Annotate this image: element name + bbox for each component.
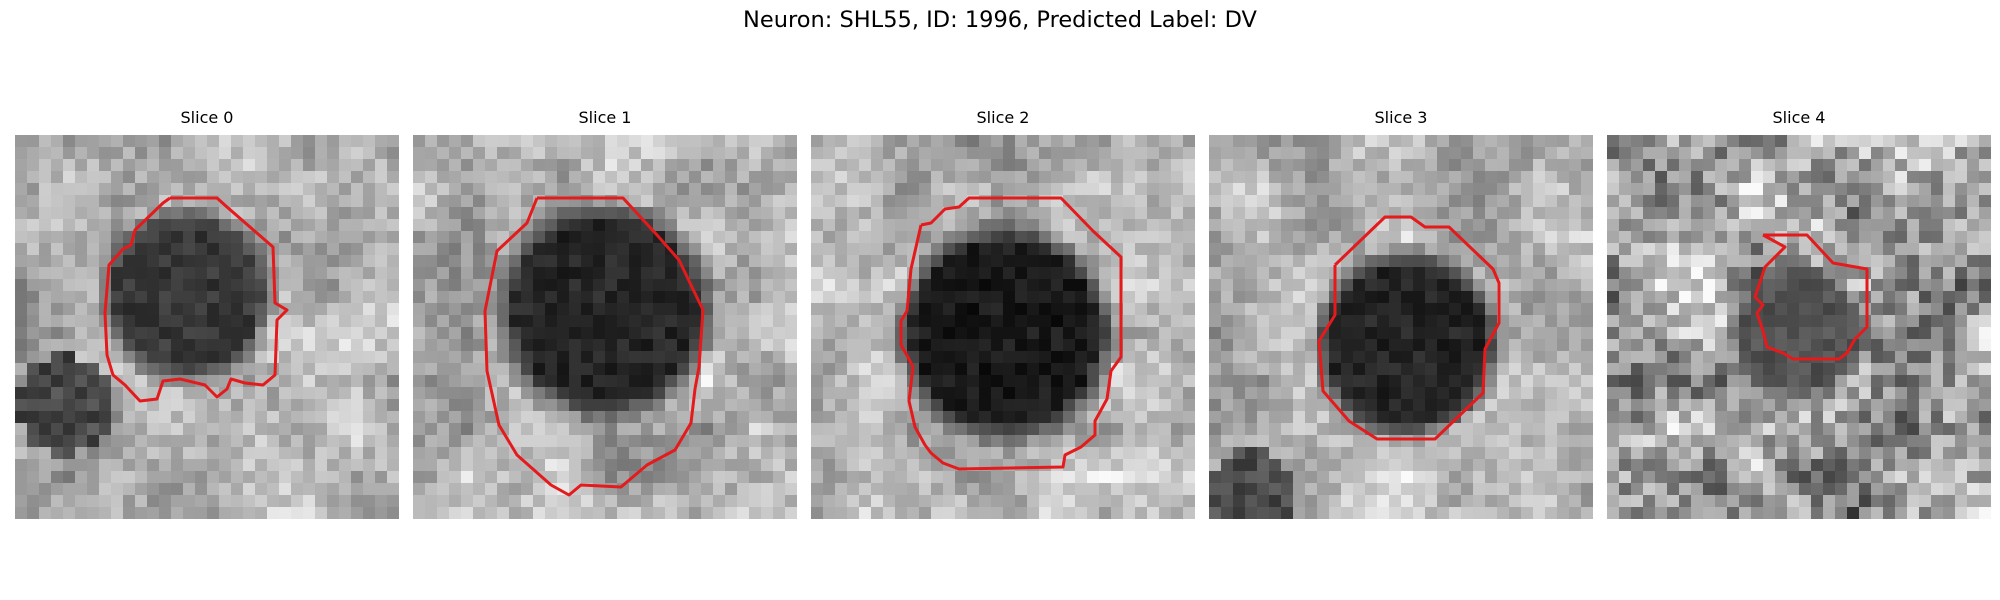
microscopy-pixels	[15, 135, 399, 519]
slice-title: Slice 2	[976, 108, 1030, 127]
slice-image	[413, 135, 797, 519]
slice-image	[15, 135, 399, 519]
figure-title: Neuron: SHL55, ID: 1996, Predicted Label…	[743, 7, 1257, 33]
neuron-contour	[103, 196, 289, 403]
microscopy-pixels	[413, 135, 797, 519]
microscopy-pixels	[811, 135, 1195, 519]
slice-image	[811, 135, 1195, 519]
microscopy-pixels	[1209, 135, 1593, 519]
neuron-contour	[1317, 215, 1501, 441]
neuron-contour	[1753, 233, 1869, 361]
slice-title: Slice 4	[1772, 108, 1826, 127]
slice-title: Slice 3	[1374, 108, 1428, 127]
neuron-contour	[899, 196, 1123, 471]
microscopy-pixels	[1607, 135, 1991, 519]
neuron-contour	[483, 196, 705, 497]
slice-image	[1209, 135, 1593, 519]
slice-image	[1607, 135, 1991, 519]
slice-title: Slice 0	[180, 108, 234, 127]
slice-title: Slice 1	[578, 108, 632, 127]
